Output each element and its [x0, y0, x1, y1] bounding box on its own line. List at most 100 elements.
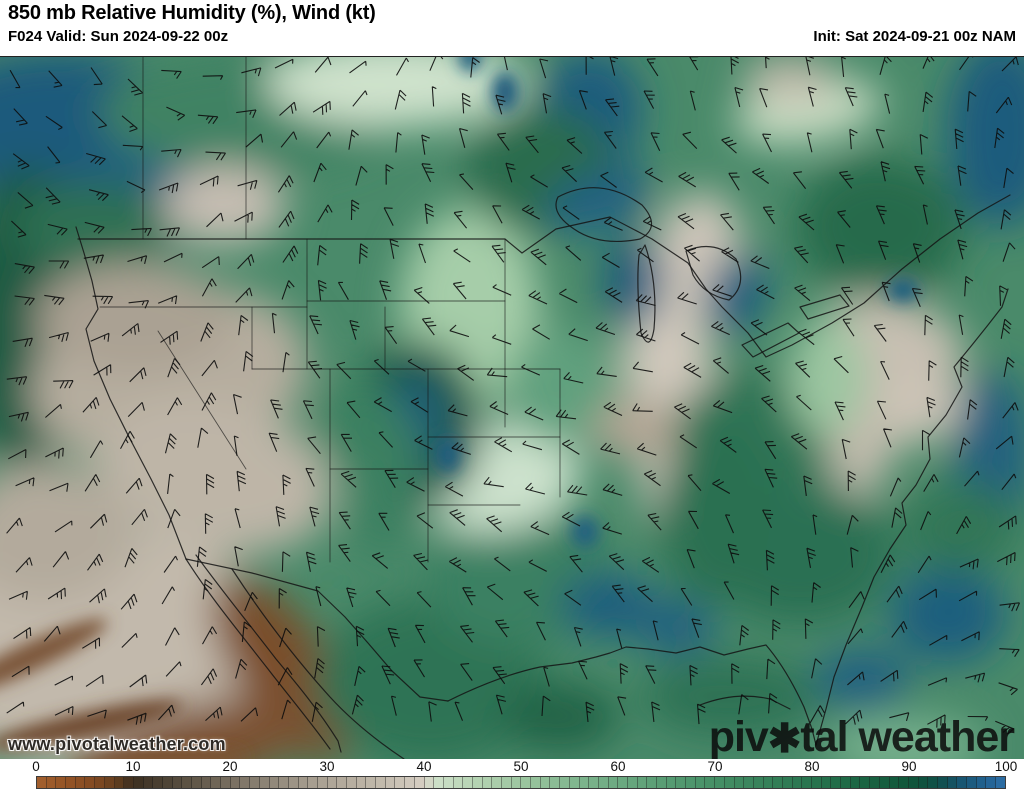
colorbar-cell — [831, 777, 842, 788]
colorbar-cell — [463, 777, 473, 788]
colorbar-cell — [598, 777, 609, 788]
colorbar-tick-label: 80 — [804, 759, 820, 774]
colorbar-tick-label: 60 — [610, 759, 626, 774]
colorbar-cell — [996, 777, 1005, 788]
colorbar-cell — [443, 777, 454, 788]
brand-pre-text: piv — [708, 713, 769, 761]
colorbar-cell — [899, 777, 909, 788]
colorbar-cell — [647, 777, 657, 788]
colorbar-tick-label: 100 — [994, 759, 1018, 774]
site-url-watermark: www.pivotalweather.com — [8, 734, 226, 754]
colorbar-cell — [763, 777, 774, 788]
colorbar-cell — [356, 777, 367, 788]
colorbar-cell — [918, 777, 929, 788]
colorbar-cell — [879, 777, 890, 788]
colorbar-cell — [967, 777, 977, 788]
colorbar-cell — [221, 777, 231, 788]
colorbar-cell — [192, 777, 202, 788]
colorbar-cell — [531, 777, 541, 788]
colorbar-cell — [821, 777, 832, 788]
colorbar-cell — [434, 777, 444, 788]
colorbar-cell — [860, 777, 871, 788]
colorbar-tick-label: 0 — [32, 759, 40, 774]
colorbar-cell — [870, 777, 880, 788]
colorbar-cell — [511, 777, 522, 788]
colorbar-cell — [376, 777, 386, 788]
colorbar-cell — [637, 777, 648, 788]
colorbar-cell — [143, 777, 154, 788]
colorbar-cell — [104, 777, 115, 788]
colorbar-cell — [889, 777, 900, 788]
colorbar-cell — [211, 777, 222, 788]
colorbar-cell — [308, 777, 318, 788]
colorbar-cell — [385, 777, 396, 788]
colorbar-cell — [550, 777, 561, 788]
colorbar-cell — [46, 777, 57, 788]
colorbar-cell — [133, 777, 144, 788]
colorbar-cell — [705, 777, 716, 788]
brand-star-icon: ✱ — [767, 717, 802, 761]
colorbar-cell — [453, 777, 464, 788]
colorbar-cell — [482, 777, 493, 788]
colorbar-cell — [569, 777, 580, 788]
colorbar-cell — [269, 777, 280, 788]
colorbar-cell — [627, 777, 638, 788]
colorbar-cell — [37, 777, 47, 788]
colorbar-cell — [288, 777, 299, 788]
colorbar-cell — [337, 777, 347, 788]
colorbar-cell — [347, 777, 357, 788]
colorbar-tick-label: 70 — [707, 759, 723, 774]
colorbar-cell — [686, 777, 696, 788]
colorbar-cell — [279, 777, 289, 788]
colorbar — [36, 776, 1006, 789]
colorbar-tick-label: 50 — [513, 759, 529, 774]
colorbar-cell — [502, 777, 512, 788]
colorbar-cell — [589, 777, 599, 788]
colorbar-cell — [841, 777, 851, 788]
colorbar-cell — [579, 777, 590, 788]
colorbar-cell — [298, 777, 309, 788]
colorbar-cell — [608, 777, 619, 788]
colorbar-cell — [560, 777, 570, 788]
colorbar-cell — [986, 777, 997, 788]
colorbar-cell — [908, 777, 919, 788]
colorbar-cell — [744, 777, 754, 788]
colorbar-cell — [56, 777, 67, 788]
colorbar-cell — [618, 777, 628, 788]
colorbar-tick-label: 90 — [901, 759, 917, 774]
relative-humidity-map — [0, 57, 1024, 760]
colorbar-cell — [182, 777, 192, 788]
colorbar-cell — [753, 777, 764, 788]
valid-time-label: F024 Valid: Sun 2024-09-22 00z — [8, 28, 229, 45]
colorbar-cell — [695, 777, 706, 788]
colorbar-cell — [124, 777, 134, 788]
colorbar-cell — [153, 777, 163, 788]
colorbar-cell — [724, 777, 735, 788]
brand-post-text: tal weather — [800, 713, 1015, 761]
colorbar-cell — [792, 777, 803, 788]
colorbar-cell — [201, 777, 212, 788]
colorbar-cell — [937, 777, 948, 788]
colorbar-cell — [802, 777, 812, 788]
geo-borders-layer — [75, 57, 1011, 760]
humidity-shading-layer — [0, 57, 1024, 760]
colorbar-footer: 0 10 20 30 40 50 60 70 80 90 100 — [0, 759, 1024, 791]
colorbar-cell — [240, 777, 251, 788]
colorbar-tick-label: 30 — [319, 759, 335, 774]
weather-map-area: www.pivotalweather.com piv✱tal weather — [0, 56, 1024, 761]
colorbar-cell — [715, 777, 725, 788]
colorbar-cell — [521, 777, 532, 788]
colorbar-cell — [405, 777, 415, 788]
colorbar-cell — [492, 777, 502, 788]
colorbar-cell — [472, 777, 483, 788]
colorbar-cell — [947, 777, 958, 788]
colorbar-cell — [976, 777, 987, 788]
colorbar-tick-label: 10 — [125, 759, 141, 774]
colorbar-cell — [85, 777, 96, 788]
colorbar-cell — [850, 777, 861, 788]
colorbar-cell — [734, 777, 745, 788]
colorbar-cell — [424, 777, 435, 788]
colorbar-cell — [666, 777, 677, 788]
colorbar-cell — [172, 777, 183, 788]
